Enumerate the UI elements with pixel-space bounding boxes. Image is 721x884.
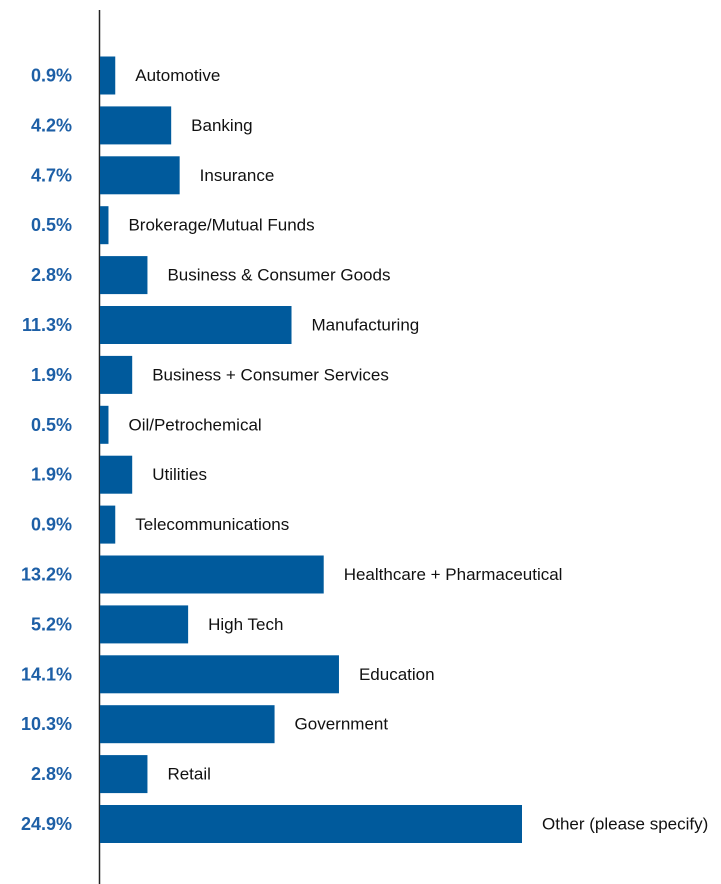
- bar: [100, 655, 339, 694]
- category-label: Telecommunications: [135, 515, 289, 534]
- category-label: Manufacturing: [312, 316, 420, 335]
- category-label: Insurance: [200, 166, 275, 185]
- value-label: 0.9%: [31, 66, 72, 86]
- bar: [100, 705, 275, 744]
- category-label: Business & Consumer Goods: [167, 266, 390, 285]
- value-label: 4.2%: [31, 115, 72, 135]
- value-label: 0.9%: [31, 515, 72, 535]
- value-label: 10.3%: [21, 714, 72, 734]
- category-label: Automotive: [135, 66, 220, 85]
- value-label: 14.1%: [21, 664, 72, 684]
- category-label: Retail: [167, 765, 210, 784]
- bar: [100, 555, 324, 594]
- bar: [100, 505, 116, 544]
- value-label: 5.2%: [31, 614, 72, 634]
- bar: [100, 455, 133, 494]
- category-label: Healthcare + Pharmaceutical: [344, 565, 563, 584]
- bar: [100, 156, 180, 195]
- value-label: 1.9%: [31, 365, 72, 385]
- bars: [100, 56, 522, 843]
- value-label: 24.9%: [21, 814, 72, 834]
- value-labels: 0.9% 4.2% 4.7% 0.5% 2.8% 11.3% 1.9% 0.5% 1.9% 0.9…: [21, 66, 72, 835]
- bar: [100, 755, 148, 794]
- category-label: Utilities: [152, 465, 207, 484]
- category-label: Other (please specify): [542, 815, 708, 834]
- value-label: 13.2%: [21, 565, 72, 585]
- bar: [100, 605, 189, 644]
- bar: [100, 56, 116, 95]
- value-label: 0.5%: [31, 415, 72, 435]
- category-label: Banking: [191, 116, 252, 135]
- bar: [100, 306, 292, 344]
- category-label: Business + Consumer Services: [152, 365, 389, 384]
- category-label: Government: [295, 715, 389, 734]
- value-label: 1.9%: [31, 465, 72, 485]
- bar: [100, 405, 109, 444]
- category-label: Brokerage/Mutual Funds: [128, 216, 314, 235]
- category-label: High Tech: [208, 615, 283, 634]
- value-label: 2.8%: [31, 265, 72, 285]
- bar: [100, 355, 133, 394]
- category-label: Oil/Petrochemical: [128, 415, 261, 434]
- category-label: Education: [359, 665, 435, 684]
- bar: [100, 206, 109, 245]
- bar: [100, 805, 522, 843]
- category-labels: Automotive Banking Insurance Brokerage/Mutu…: [128, 66, 708, 834]
- value-label: 0.5%: [31, 215, 72, 235]
- value-label: 4.7%: [31, 165, 72, 185]
- value-label: 11.3%: [22, 315, 72, 335]
- bar: [100, 106, 172, 145]
- bar: [100, 256, 148, 295]
- value-label: 2.8%: [31, 764, 72, 784]
